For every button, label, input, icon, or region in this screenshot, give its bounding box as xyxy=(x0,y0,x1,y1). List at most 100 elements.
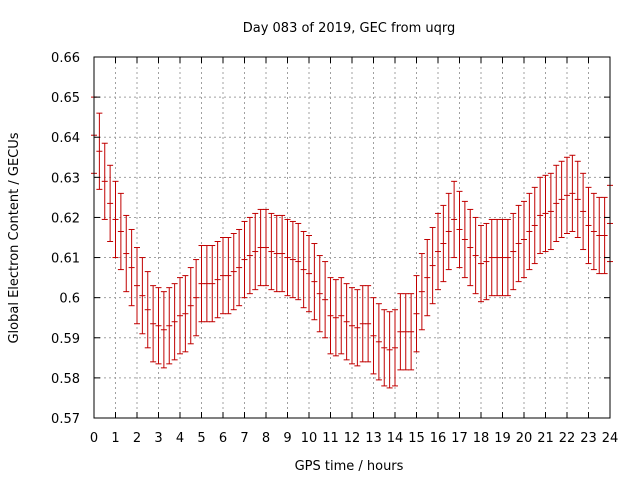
error-bars xyxy=(91,96,613,389)
data-point xyxy=(338,277,345,355)
x-tick-label: 16 xyxy=(430,431,447,446)
data-point xyxy=(418,253,425,331)
data-point xyxy=(134,247,140,325)
data-point xyxy=(123,214,130,293)
data-point xyxy=(209,245,216,323)
data-point xyxy=(193,259,200,337)
data-point xyxy=(392,309,398,387)
data-point xyxy=(171,283,178,361)
x-tick-label: 0 xyxy=(90,431,98,446)
data-point xyxy=(144,271,151,349)
data-point xyxy=(402,293,409,371)
y-axis-title: Global Electron Content / GECUs xyxy=(7,132,22,343)
data-point xyxy=(177,277,183,355)
y-tick-label: 0.57 xyxy=(51,412,80,427)
data-point xyxy=(225,237,232,315)
data-point xyxy=(569,154,576,232)
data-point xyxy=(263,208,269,287)
x-tick-label: 7 xyxy=(240,431,248,446)
data-point xyxy=(246,216,253,295)
data-point xyxy=(160,291,167,369)
data-point xyxy=(456,190,463,269)
data-point xyxy=(306,234,312,313)
data-point xyxy=(252,212,259,291)
data-point xyxy=(531,186,538,265)
data-point xyxy=(117,192,124,271)
x-tick-label: 11 xyxy=(322,431,339,446)
data-point xyxy=(558,160,565,238)
data-point xyxy=(349,287,355,365)
data-point xyxy=(343,283,350,361)
x-tick-label: 21 xyxy=(537,431,554,446)
data-point xyxy=(96,112,103,190)
data-point xyxy=(273,214,280,293)
data-point xyxy=(182,275,189,353)
data-point xyxy=(187,267,194,345)
y-tick-label: 0.65 xyxy=(51,91,80,106)
data-point xyxy=(289,220,296,299)
data-point xyxy=(386,311,393,389)
x-tick-label: 22 xyxy=(559,431,576,446)
data-point xyxy=(300,230,307,309)
data-point xyxy=(440,204,447,283)
y-tick-label: 0.59 xyxy=(51,332,80,347)
x-tick-label: 1 xyxy=(111,431,119,446)
x-tick-label: 5 xyxy=(197,431,205,446)
x-axis-title: GPS time / hours xyxy=(295,459,404,474)
data-point xyxy=(429,226,436,305)
data-point xyxy=(107,164,114,243)
data-point xyxy=(547,172,554,251)
y-tick-label: 0.61 xyxy=(51,252,80,267)
data-point xyxy=(150,285,157,363)
data-point xyxy=(483,222,490,301)
data-point xyxy=(435,212,441,291)
data-point xyxy=(596,196,603,275)
data-point xyxy=(268,212,275,291)
y-tick-label: 0.6 xyxy=(59,292,80,307)
data-point xyxy=(521,200,527,279)
data-point xyxy=(445,192,452,271)
data-point xyxy=(499,218,506,297)
data-point xyxy=(332,279,339,357)
x-tick-label: 8 xyxy=(262,431,270,446)
data-point xyxy=(236,228,243,307)
y-tick-label: 0.66 xyxy=(51,51,80,66)
data-point xyxy=(542,174,549,253)
y-tick-label: 0.62 xyxy=(51,211,80,226)
x-tick-label: 15 xyxy=(408,431,425,446)
data-point xyxy=(241,220,248,299)
x-tick-label: 12 xyxy=(344,431,361,446)
x-tick-label: 19 xyxy=(494,431,511,446)
data-point xyxy=(467,208,474,287)
data-point xyxy=(354,289,361,367)
data-point xyxy=(451,180,458,259)
data-point xyxy=(526,192,533,271)
data-point xyxy=(257,208,264,287)
axis-ticks xyxy=(93,56,611,419)
data-point xyxy=(203,245,210,323)
x-tick-label: 4 xyxy=(176,431,184,446)
data-point xyxy=(220,237,226,315)
data-point xyxy=(128,228,135,307)
data-point xyxy=(375,303,382,381)
data-point xyxy=(381,309,388,387)
data-point xyxy=(590,192,597,271)
x-tick-label: 2 xyxy=(133,431,141,446)
data-point xyxy=(478,224,484,303)
data-point xyxy=(198,245,205,323)
data-point xyxy=(112,180,119,259)
y-tick-label: 0.64 xyxy=(51,131,80,146)
data-point xyxy=(488,218,495,297)
data-point xyxy=(574,160,581,238)
data-point xyxy=(370,297,377,375)
data-point xyxy=(564,156,570,234)
data-point xyxy=(515,204,522,283)
data-point xyxy=(284,218,291,297)
data-point xyxy=(316,255,323,333)
data-point xyxy=(424,239,431,317)
data-point xyxy=(327,277,334,355)
x-tick-labels: 0 1 2 3 4 5 6 7 8 9 10 11 12 13 14 15 16 17 18 19 20 21 22 23 24 xyxy=(90,431,618,446)
x-tick-label: 3 xyxy=(154,431,162,446)
data-point xyxy=(461,200,468,279)
